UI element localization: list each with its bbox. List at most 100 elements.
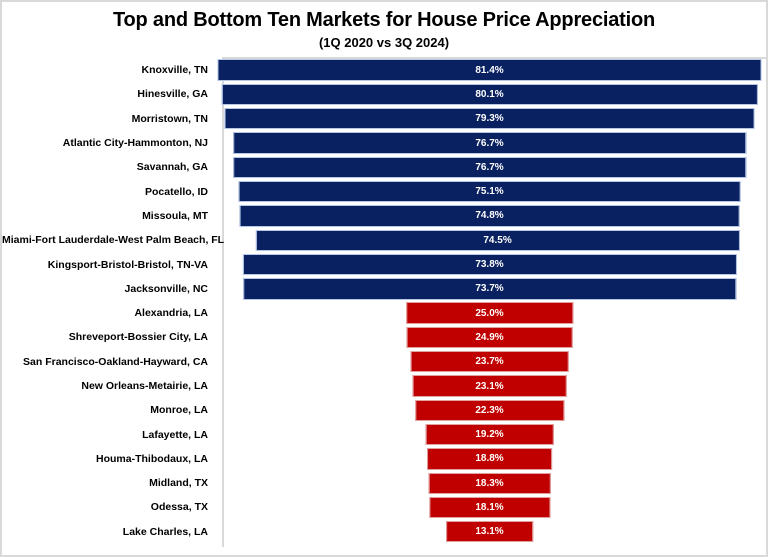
- category-label: Morristown, TN: [131, 112, 208, 125]
- bar-top-market: 81.4%: [217, 59, 762, 81]
- value-label: 76.7%: [475, 161, 504, 173]
- value-label: 18.1%: [475, 501, 504, 513]
- chart-row: Midland, TX 18.3%: [2, 471, 764, 495]
- bar-track: 18.1%: [215, 496, 764, 519]
- value-label: 76.7%: [475, 137, 504, 149]
- bar-bottom-market: 23.7%: [410, 351, 569, 373]
- bar-top-market: 73.8%: [242, 253, 737, 276]
- bar-top-market: 80.1%: [221, 83, 758, 106]
- value-label: 25.0%: [475, 307, 504, 319]
- bar-bottom-market: 18.8%: [426, 448, 553, 470]
- bar-top-market: 74.8%: [239, 205, 740, 227]
- chart-row: Houma-Thibodaux, LA 18.8%: [2, 447, 764, 471]
- category-label: Shreveport-Bossier City, LA: [68, 331, 208, 344]
- bar-bottom-market: 23.1%: [412, 375, 567, 397]
- category-label: Hinesville, GA: [137, 88, 208, 101]
- bar-track: 81.4%: [215, 59, 764, 81]
- category-label: Kingsport-Bristol-Bristol, TN-VA: [47, 258, 208, 271]
- value-label: 13.1%: [475, 526, 504, 538]
- bar-track: 76.7%: [215, 156, 764, 179]
- bar-track: 23.1%: [215, 375, 764, 397]
- chart-row: Savannah, GA 76.7%: [2, 155, 764, 179]
- chart-row: Kingsport-Bristol-Bristol, TN-VA 73.8%: [2, 252, 764, 276]
- bar-track: 18.8%: [215, 448, 764, 470]
- category-label: Midland, TX: [149, 477, 208, 490]
- category-label: Alexandria, LA: [134, 307, 208, 320]
- chart-row: Shreveport-Bossier City, LA 24.9%: [2, 325, 764, 349]
- bar-top-market: 74.5%: [255, 229, 740, 251]
- chart-row: Alexandria, LA 25.0%: [2, 301, 764, 325]
- category-label: Atlantic City-Hammonton, NJ: [62, 137, 208, 150]
- bar-rows: Knoxville, TN 81.4% Hinesville, GA 80.1% Mor…: [2, 58, 764, 544]
- category-label: Odessa, TX: [150, 501, 208, 514]
- value-label: 23.7%: [475, 356, 504, 368]
- category-label: Knoxville, TN: [141, 64, 208, 77]
- value-label: 80.1%: [475, 88, 504, 100]
- bar-bottom-market: 25.0%: [405, 302, 574, 324]
- value-label: 79.3%: [475, 113, 504, 125]
- bar-bottom-market: 18.3%: [428, 472, 551, 494]
- category-label: Pocatello, ID: [144, 185, 208, 198]
- value-label: 74.8%: [475, 210, 504, 222]
- category-label: San Francisco-Oakland-Hayward, CA: [23, 355, 208, 368]
- bar-track: 13.1%: [215, 521, 764, 543]
- chart-row: Morristown, TN 79.3%: [2, 107, 764, 131]
- chart-row: New Orleans-Metairie, LA 23.1%: [2, 374, 764, 398]
- chart-title: Top and Bottom Ten Markets for House Pri…: [112, 9, 656, 31]
- bar-top-market: 76.7%: [232, 156, 747, 179]
- bar-bottom-market: 13.1%: [445, 521, 534, 543]
- bar-track: 19.2%: [215, 423, 764, 446]
- category-label: Lake Charles, LA: [122, 525, 208, 538]
- bar-track: 74.5%: [231, 229, 764, 251]
- chart-row: Lake Charles, LA 13.1%: [2, 520, 764, 544]
- category-label: Lafayette, LA: [142, 428, 208, 441]
- bar-track: 24.9%: [215, 326, 764, 349]
- bar-track: 76.7%: [215, 132, 764, 154]
- value-label: 73.8%: [475, 259, 504, 271]
- chart-row: Odessa, TX 18.1%: [2, 495, 764, 519]
- chart-row: Miami-Fort Lauderdale-West Palm Beach, F…: [2, 228, 764, 252]
- value-label: 75.1%: [475, 186, 504, 198]
- value-label: 19.2%: [475, 429, 504, 441]
- category-label: Savannah, GA: [136, 161, 208, 174]
- value-label: 73.7%: [475, 283, 504, 295]
- category-label: Miami-Fort Lauderdale-West Palm Beach, F…: [2, 234, 225, 247]
- chart-row: Hinesville, GA 80.1%: [2, 82, 764, 106]
- value-label: 81.4%: [475, 64, 504, 76]
- chart-subtitle: (1Q 2020 vs 3Q 2024): [318, 35, 450, 50]
- bar-bottom-market: 24.9%: [406, 326, 573, 349]
- plot-area-border: [222, 57, 766, 547]
- category-label: Monroe, LA: [150, 404, 208, 417]
- chart-row: Lafayette, LA 19.2%: [2, 422, 764, 446]
- category-label: Missoula, MT: [142, 209, 208, 222]
- bar-top-market: 79.3%: [224, 108, 755, 130]
- bar-bottom-market: 18.1%: [428, 496, 551, 519]
- chart-row: Jacksonville, NC 73.7%: [2, 277, 764, 301]
- value-label: 18.3%: [475, 477, 504, 489]
- chart-row: Atlantic City-Hammonton, NJ 76.7%: [2, 131, 764, 155]
- category-label: Jacksonville, NC: [124, 282, 208, 295]
- bar-bottom-market: 19.2%: [425, 423, 554, 446]
- value-label: 74.5%: [483, 234, 512, 246]
- category-label: New Orleans-Metairie, LA: [81, 380, 208, 392]
- bar-track: 25.0%: [215, 302, 764, 324]
- value-label: 22.3%: [475, 404, 504, 416]
- bar-bottom-market: 22.3%: [414, 399, 565, 421]
- chart-row: Monroe, LA 22.3%: [2, 398, 764, 422]
- value-label: 24.9%: [475, 331, 504, 343]
- bar-top-market: 75.1%: [238, 180, 741, 203]
- bar-top-market: 76.7%: [232, 132, 747, 154]
- bar-track: 22.3%: [215, 399, 764, 421]
- category-label: Houma-Thibodaux, LA: [96, 452, 208, 465]
- bar-track: 75.1%: [215, 180, 764, 203]
- chart-row: San Francisco-Oakland-Hayward, CA 23.7%: [2, 350, 764, 374]
- bar-track: 74.8%: [215, 205, 764, 227]
- bar-track: 80.1%: [215, 83, 764, 106]
- chart-row: Pocatello, ID 75.1%: [2, 179, 764, 203]
- chart-row: Missoula, MT 74.8%: [2, 204, 764, 228]
- bar-track: 73.7%: [215, 278, 764, 300]
- bar-track: 73.8%: [215, 253, 764, 276]
- value-label: 23.1%: [475, 380, 504, 392]
- value-label: 18.8%: [475, 453, 504, 465]
